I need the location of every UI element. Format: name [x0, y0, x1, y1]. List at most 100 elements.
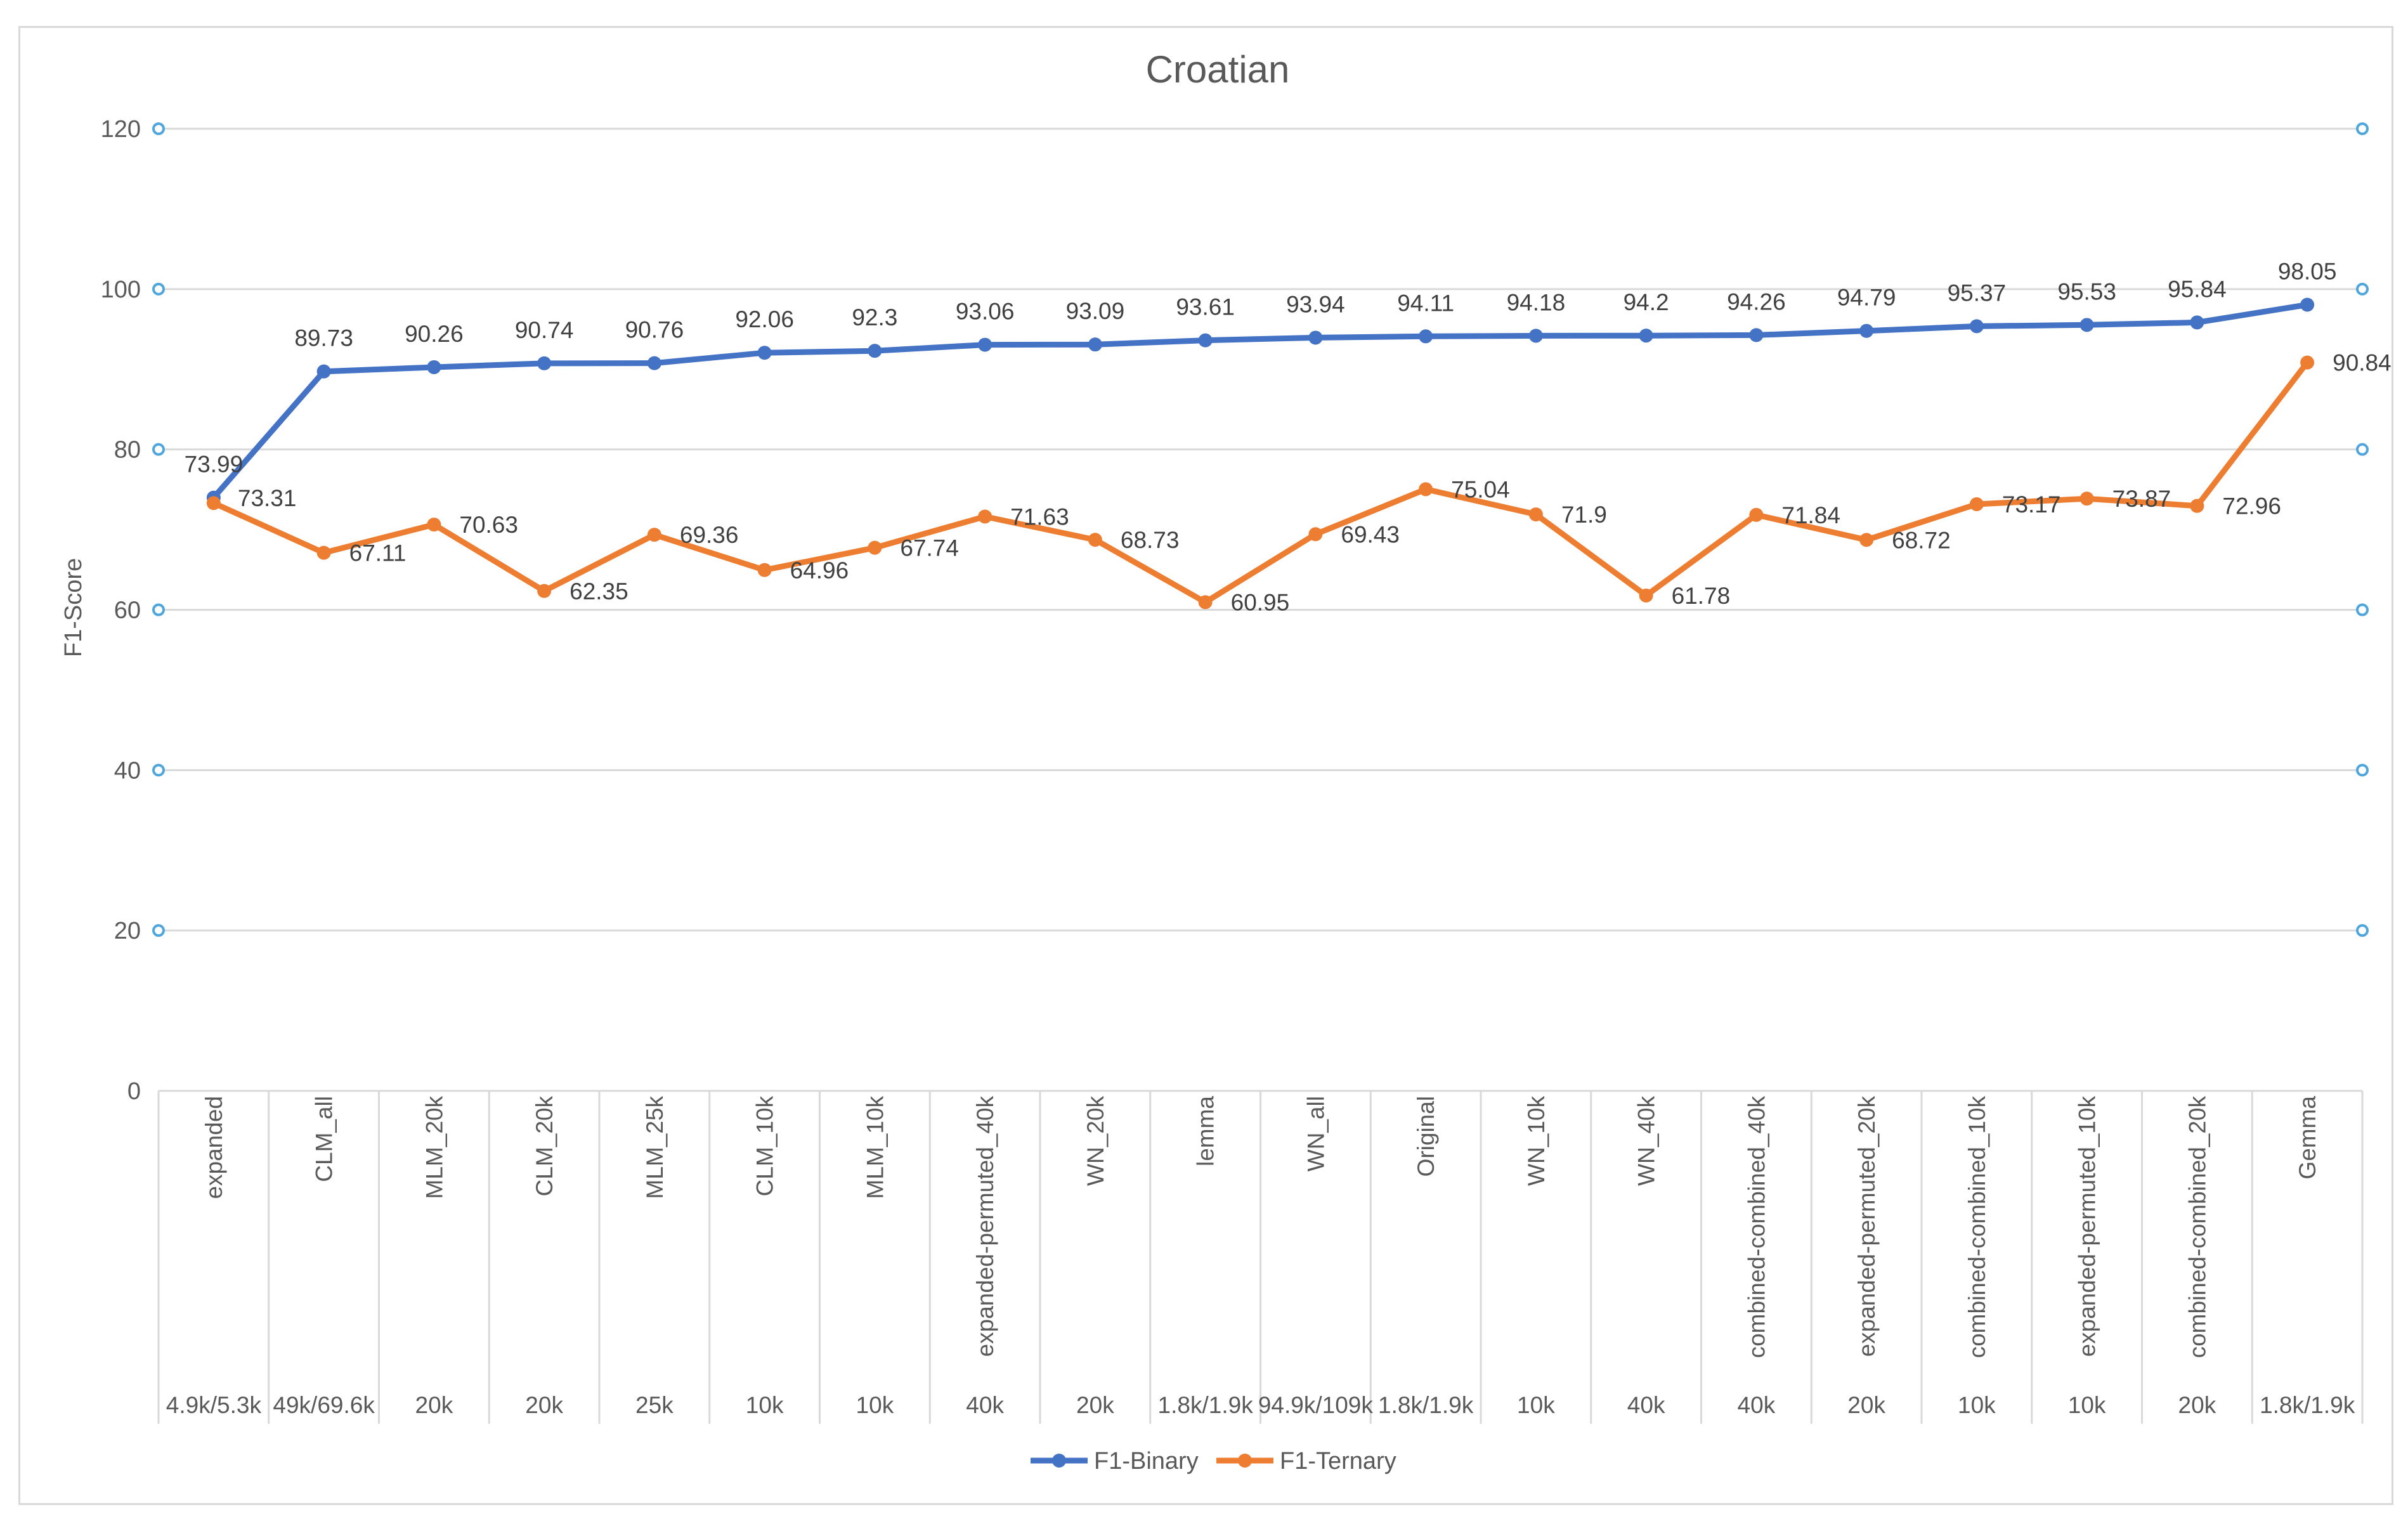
y-tick-marker-left — [152, 282, 165, 296]
data-label-F1-Ternary: 60.95 — [1231, 589, 1290, 615]
x-category-size-label: 10k — [1958, 1392, 1996, 1418]
y-tick-marker-left — [152, 764, 165, 777]
data-label-F1-Ternary: 71.84 — [1781, 502, 1840, 528]
data-point-F1-Binary — [2079, 318, 2094, 332]
data-point-F1-Ternary — [2079, 492, 2094, 506]
data-point-F1-Binary — [1749, 328, 1764, 342]
x-category-label: WN_all — [1303, 1096, 1329, 1171]
data-point-F1-Ternary — [1528, 507, 1543, 522]
x-category-size-label: 20k — [525, 1392, 563, 1418]
y-tick-label: 120 — [101, 116, 141, 143]
data-label-F1-Binary: 73.99 — [185, 452, 244, 478]
data-label-F1-Binary: 94.26 — [1727, 289, 1786, 315]
data-point-F1-Ternary — [978, 509, 992, 524]
chart-title: Croatian — [1146, 48, 1290, 91]
x-category-label: combined-combined_20k — [2184, 1096, 2210, 1358]
x-category-size-label: 20k — [2178, 1392, 2216, 1418]
data-point-F1-Binary — [647, 356, 661, 370]
data-point-F1-Binary — [2190, 315, 2204, 330]
data-label-F1-Ternary: 73.31 — [238, 485, 297, 511]
y-tick-label: 40 — [114, 757, 141, 784]
x-category-size-label: 10k — [856, 1392, 894, 1418]
x-category-label: Original — [1413, 1096, 1439, 1177]
data-point-F1-Ternary — [1419, 482, 1433, 497]
data-label-F1-Binary: 98.05 — [2278, 258, 2337, 284]
x-category-size-label: 4.9k/5.3k — [166, 1392, 262, 1418]
x-category-label: expanded-permuted_40k — [972, 1096, 998, 1357]
data-point-F1-Ternary — [868, 540, 882, 555]
x-category-size-label: 49k/69.6k — [273, 1392, 375, 1418]
legend-entry-label: F1-Ternary — [1280, 1448, 1396, 1475]
data-point-F1-Ternary — [1639, 588, 1653, 603]
x-category-label: combined-combined_40k — [1743, 1096, 1769, 1358]
x-category-label: Gemma — [2294, 1096, 2320, 1180]
y-tick-marker-right — [2356, 282, 2369, 296]
y-tick-marker-left — [152, 924, 165, 937]
x-category-size-label: 94.9k/109k — [1258, 1392, 1374, 1418]
data-point-F1-Ternary — [206, 496, 221, 511]
data-point-F1-Binary — [1419, 329, 1433, 344]
x-category-size-label: 10k — [2068, 1392, 2106, 1418]
data-point-F1-Ternary — [757, 563, 772, 577]
legend-swatch-marker — [1238, 1454, 1252, 1468]
data-point-F1-Ternary — [1749, 507, 1764, 522]
x-category-size-label: 1.8k/1.9k — [2260, 1392, 2355, 1418]
data-label-F1-Ternary: 72.96 — [2222, 493, 2281, 519]
x-category-label: MLM_25k — [642, 1096, 668, 1199]
legend-swatch-marker — [1052, 1454, 1066, 1468]
x-category-size-label: 10k — [1517, 1392, 1555, 1418]
data-label-F1-Ternary: 75.04 — [1451, 476, 1510, 502]
x-category-label: CLM_all — [311, 1096, 337, 1182]
data-label-F1-Binary: 92.3 — [852, 304, 897, 330]
data-point-F1-Ternary — [1088, 533, 1102, 547]
y-tick-marker-right — [2356, 764, 2369, 777]
data-point-F1-Binary — [1859, 323, 1874, 338]
x-category-label: expanded-permuted_10k — [2074, 1096, 2100, 1357]
data-label-F1-Binary: 90.74 — [515, 317, 574, 343]
y-tick-marker-left — [152, 603, 165, 616]
data-label-F1-Ternary: 71.9 — [1561, 502, 1607, 528]
data-point-F1-Ternary — [1859, 533, 1874, 547]
data-point-F1-Binary — [1088, 337, 1102, 352]
x-category-label: combined-combined_10k — [1964, 1096, 1990, 1358]
data-label-F1-Binary: 93.61 — [1176, 294, 1235, 320]
data-point-F1-Binary — [427, 360, 441, 374]
x-category-size-label: 40k — [1738, 1392, 1776, 1418]
x-category-label: expanded-permuted_20k — [1854, 1096, 1880, 1357]
data-point-F1-Ternary — [1969, 497, 1984, 512]
data-label-F1-Binary: 95.84 — [2168, 276, 2227, 302]
data-label-F1-Ternary: 67.74 — [900, 535, 959, 561]
y-axis-label: F1-Score — [60, 558, 87, 657]
y-tick-marker-right — [2356, 122, 2369, 135]
data-label-F1-Binary: 94.79 — [1837, 285, 1896, 311]
y-tick-marker-right — [2356, 443, 2369, 456]
y-tick-label: 80 — [114, 437, 141, 464]
data-label-F1-Binary: 94.18 — [1507, 289, 1566, 315]
data-label-F1-Ternary: 70.63 — [459, 512, 518, 538]
data-point-F1-Ternary — [316, 545, 331, 560]
data-point-F1-Ternary — [1198, 595, 1213, 609]
data-label-F1-Binary: 90.76 — [625, 317, 684, 343]
data-label-F1-Ternary: 68.72 — [1892, 527, 1951, 553]
x-category-label: WN_10k — [1523, 1096, 1549, 1186]
data-label-F1-Binary: 90.26 — [405, 321, 464, 347]
data-label-F1-Ternary: 73.87 — [2112, 486, 2171, 512]
data-label-F1-Ternary: 90.84 — [2333, 350, 2392, 376]
data-point-F1-Ternary — [2190, 498, 2204, 513]
data-label-F1-Binary: 93.06 — [956, 299, 1015, 325]
chart-frame — [18, 26, 2393, 1505]
data-label-F1-Ternary: 64.96 — [790, 557, 849, 583]
x-category-size-label: 1.8k/1.9k — [1378, 1392, 1474, 1418]
x-category-size-label: 40k — [1627, 1392, 1665, 1418]
x-category-size-label: 20k — [1076, 1392, 1114, 1418]
data-point-F1-Binary — [978, 337, 992, 352]
data-point-F1-Binary — [1528, 329, 1543, 343]
data-label-F1-Ternary: 68.73 — [1121, 527, 1180, 553]
data-point-F1-Ternary — [647, 528, 661, 542]
data-label-F1-Binary: 94.11 — [1397, 290, 1454, 316]
data-point-F1-Binary — [537, 356, 552, 370]
data-label-F1-Ternary: 69.36 — [680, 522, 739, 548]
data-label-F1-Binary: 95.37 — [1948, 280, 2007, 306]
x-category-size-label: 20k — [1847, 1392, 1885, 1418]
data-label-F1-Binary: 93.94 — [1286, 291, 1345, 317]
